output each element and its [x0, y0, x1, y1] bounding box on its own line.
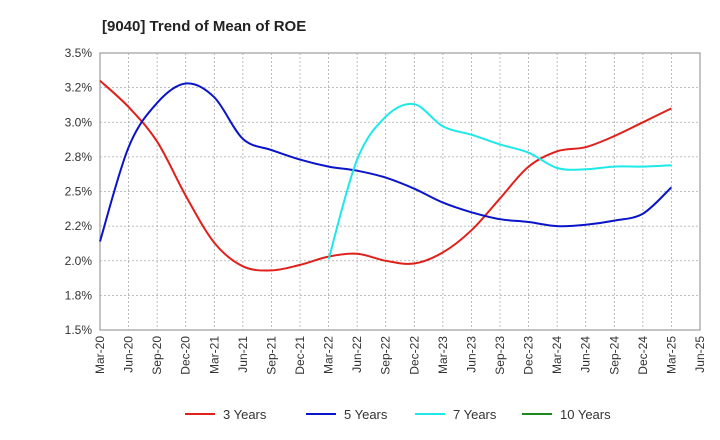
y-tick-label: 2.8% — [65, 150, 93, 164]
x-tick-label: Dec-22 — [407, 336, 421, 375]
x-tick-label: Sep-22 — [379, 336, 393, 375]
series-line-2 — [99, 82, 673, 242]
x-tick-label: Jun-20 — [122, 336, 136, 373]
x-tick-label: Mar-23 — [436, 336, 450, 374]
x-tick-label: Sep-23 — [493, 336, 507, 375]
x-tick-label: Mar-21 — [207, 336, 221, 374]
legend-label: 10 Years — [560, 407, 611, 422]
y-tick-label: 2.2% — [65, 219, 93, 233]
legend: 3 Years 5 Years 7 Years 10 Years — [185, 407, 611, 422]
y-tick-label: 3.2% — [65, 81, 93, 95]
x-tick-label: Mar-25 — [664, 336, 678, 374]
x-tick-label: Jun-24 — [579, 336, 593, 373]
x-tick-label: Jun-25 — [693, 336, 707, 373]
legend-label: 5 Years — [344, 407, 388, 422]
y-tick-label: 2.5% — [65, 185, 93, 199]
x-tick-label: Sep-21 — [264, 336, 278, 375]
x-tick-label: Jun-22 — [350, 336, 364, 373]
series-line-3 — [327, 102, 672, 260]
x-tick-label: Dec-23 — [522, 336, 536, 375]
x-tick-label: Dec-24 — [636, 336, 650, 375]
y-tick-label: 1.5% — [65, 323, 93, 337]
axes: 1.5% 1.8% 2.0% 2.2% 2.5% 2.8% 3.0% 3.2% 3.5% Mar-… — [65, 46, 707, 375]
x-tick-label: Dec-20 — [179, 336, 193, 375]
x-tick-label: Jun-23 — [464, 336, 478, 373]
legend-label: 3 Years — [223, 407, 267, 422]
grid — [100, 53, 700, 330]
series-layer — [99, 79, 673, 272]
legend-label: 7 Years — [453, 407, 497, 422]
y-tick-label: 3.5% — [65, 46, 93, 60]
x-tick-label: Dec-21 — [293, 336, 307, 375]
y-tick-label: 2.0% — [65, 254, 93, 268]
x-tick-label: Mar-24 — [550, 336, 564, 374]
series-line-1 — [99, 79, 672, 272]
y-tick-label: 3.0% — [65, 115, 93, 129]
x-tick-label: Jun-21 — [236, 336, 250, 373]
x-tick-label: Mar-20 — [93, 336, 107, 374]
y-tick-label: 1.8% — [65, 288, 93, 302]
chart-title: [9040] Trend of Mean of ROE — [102, 18, 306, 35]
x-tick-label: Sep-20 — [150, 336, 164, 375]
x-tick-label: Sep-24 — [607, 336, 621, 375]
x-tick-label: Mar-22 — [322, 336, 336, 374]
